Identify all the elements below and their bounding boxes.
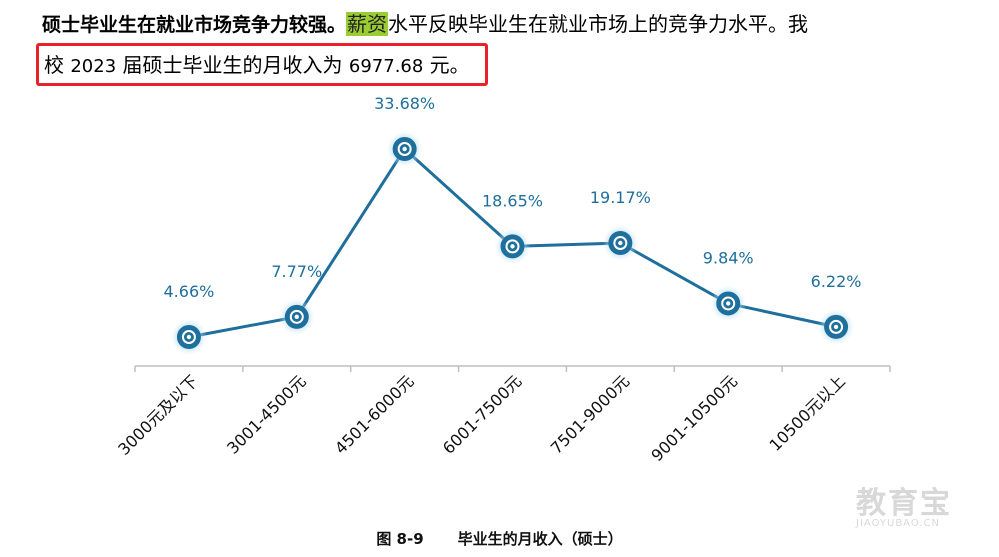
data-label: 19.17% xyxy=(590,188,651,207)
bold-sentence: 硕士毕业生在就业市场竞争力较强。 xyxy=(42,14,347,36)
data-point-center xyxy=(726,301,731,306)
year-value: 2023 xyxy=(70,56,117,77)
data-point-ring xyxy=(721,296,736,311)
data-label: 18.65% xyxy=(482,191,543,210)
x-tick-label: 4501-6000元 xyxy=(331,371,417,457)
watermark-url: JIAOYUBAO.CN xyxy=(856,518,940,529)
data-label: 6.22% xyxy=(811,272,862,291)
data-label: 33.68% xyxy=(374,94,435,113)
income-sentence-part: 校 xyxy=(44,53,71,77)
x-tick-label: 7501-9000元 xyxy=(547,371,633,457)
data-point-ring xyxy=(613,236,628,250)
data-point-ring xyxy=(505,239,520,254)
income-sentence: 校 2023 届硕士毕业生的月收入为 6977.68 元。 xyxy=(44,47,470,85)
income-value: 6977.68 xyxy=(348,56,424,77)
data-point-center xyxy=(402,146,407,152)
data-point-ring xyxy=(289,309,304,324)
figure-caption: 图 8-9 毕业生的月收入（硕士） xyxy=(0,528,999,549)
data-label: 4.66% xyxy=(164,282,215,301)
x-tick-label: 9001-10500元 xyxy=(647,371,741,465)
data-point-ring xyxy=(829,319,844,334)
x-tick-label: 6001-7500元 xyxy=(439,371,525,457)
x-tick-label: 3000元及以下 xyxy=(114,371,201,458)
x-tick-label: 10500元以上 xyxy=(766,371,849,454)
data-point-ring xyxy=(397,142,412,156)
data-point-center xyxy=(294,314,299,320)
site-watermark: 教育宝 JIAOYUBAO.CN xyxy=(856,478,952,529)
watermark-logo: 教育宝 xyxy=(856,486,952,521)
data-point-ring xyxy=(181,330,196,344)
highlight-box xyxy=(36,43,488,86)
data-point-center xyxy=(510,244,515,249)
income-line-chart: 4.66% 7.77% 33.68% 18.65% 19.17% 9.84% 6.22% 30… xyxy=(114,94,891,465)
income-sentence-part: 届硕士毕业生的月收入为 xyxy=(116,53,349,77)
data-point-center xyxy=(186,334,192,340)
figure-title: 毕业生的月收入（硕士） xyxy=(457,530,623,548)
data-label: 7.77% xyxy=(271,262,322,281)
x-tick-label: 3001-4500元 xyxy=(223,371,309,457)
paragraph-line1-rest: 水平反映毕业生在就业市场上的竞争力水平。我 xyxy=(388,12,809,36)
data-point-center xyxy=(618,240,623,246)
data-point-center xyxy=(833,324,839,330)
highlighted-word: 薪资 xyxy=(346,12,389,36)
intro-paragraph: 硕士毕业生在就业市场竞争力较强。薪资水平反映毕业生在就业市场上的竞争力水平。我 xyxy=(42,4,962,45)
data-label: 9.84% xyxy=(703,248,754,267)
income-sentence-part: 元。 xyxy=(423,53,470,77)
figure-number: 图 8-9 xyxy=(376,530,424,548)
